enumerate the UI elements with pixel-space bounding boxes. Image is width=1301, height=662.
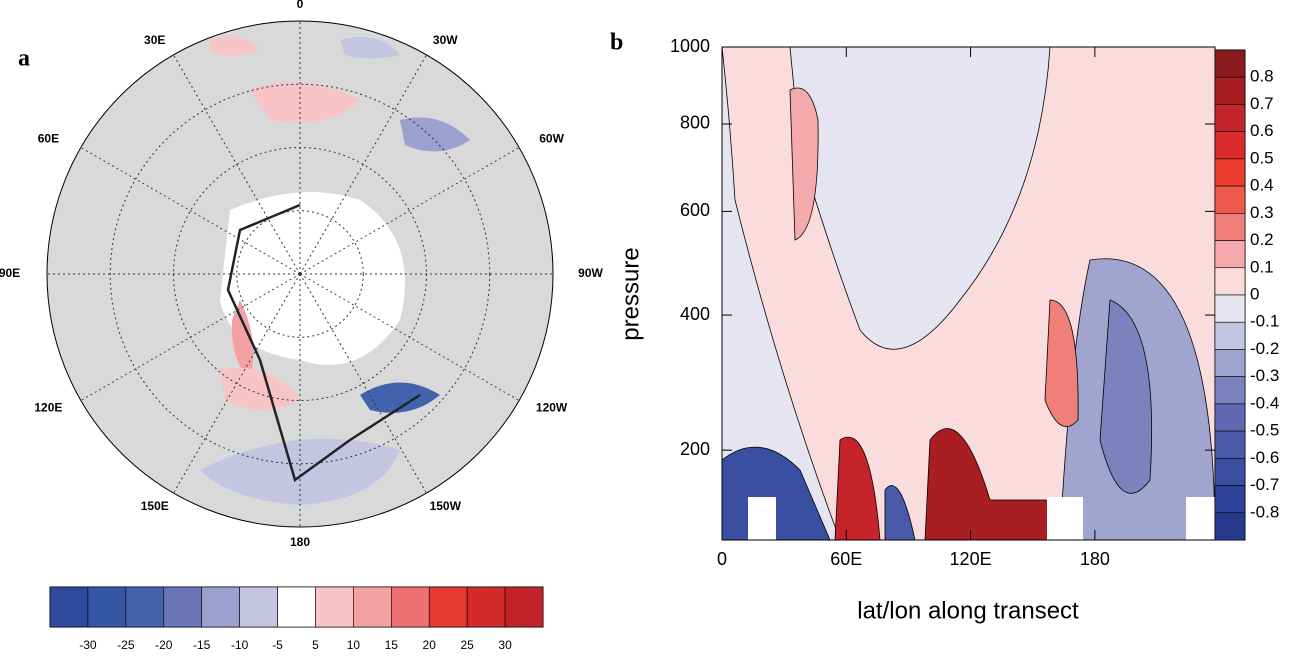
colorbar-tick-label: -0.1	[1250, 312, 1279, 331]
colorbar-swatch	[1214, 240, 1246, 269]
colorbar-tick-label: 5	[312, 638, 319, 652]
meridian	[299, 54, 427, 275]
colorbar-tick-label: -0.5	[1250, 421, 1279, 440]
colorbar-swatch	[163, 586, 202, 628]
meridian	[80, 273, 301, 401]
latitude-circle	[109, 83, 491, 465]
colorbar-tick-label: -0.8	[1250, 502, 1279, 521]
colorbar-swatch	[1214, 76, 1246, 105]
colorbar-tick-label: -10	[231, 638, 249, 652]
longitude-label: 120W	[536, 401, 568, 415]
colorbar-tick-label: 0.5	[1250, 148, 1274, 167]
colorbar-swatch	[49, 586, 89, 628]
colorbar-tick-label: 20	[423, 638, 437, 652]
colorbar-swatch	[1214, 349, 1246, 377]
colorbar-tick-label: -15	[193, 638, 211, 652]
meridian	[299, 147, 520, 275]
y-tick-label: 600	[680, 200, 710, 220]
colorbar-tick-label: -20	[155, 638, 173, 652]
colorbar-swatch	[277, 586, 316, 628]
y-tick-label: 1000	[670, 36, 710, 56]
colorbar-tick-label: 30	[498, 638, 512, 652]
colorbar-swatch	[1214, 294, 1246, 323]
y-tick-label: 200	[680, 439, 710, 459]
colorbar-tick-label: -0.7	[1250, 475, 1279, 494]
longitude-label: 0	[297, 0, 304, 11]
colorbar-swatch	[1214, 512, 1246, 541]
colorbar-swatch	[1214, 185, 1246, 214]
x-tick-label: 0	[717, 549, 727, 569]
colorbar-swatch	[1214, 158, 1246, 187]
colorbar-swatch	[1214, 321, 1246, 350]
colorbar-tick-label: -0.2	[1250, 339, 1279, 358]
colorbar-tick-label: 0.1	[1250, 257, 1274, 276]
colorbar-tick-label: -5	[272, 638, 283, 652]
colorbar-tick-label: 10	[347, 638, 361, 652]
longitude-label: 150E	[141, 499, 169, 513]
colorbar-swatch	[201, 586, 240, 628]
colorbar-swatch	[125, 586, 165, 628]
colorbar-swatch	[1214, 485, 1246, 514]
colorbar-swatch	[428, 586, 468, 628]
colorbar-tick-label: 0.2	[1250, 230, 1274, 249]
panel-label: b	[610, 30, 623, 56]
x-tick-label: 180	[1080, 549, 1110, 569]
colorbar-swatch	[1214, 403, 1246, 432]
longitude-label: 30W	[433, 33, 458, 47]
panel-label: a	[18, 46, 30, 72]
colorbar-tick-label: -0.6	[1250, 448, 1279, 467]
graticule	[47, 21, 553, 527]
colorbar-tick-label: 0.3	[1250, 203, 1274, 222]
y-axis-label: pressure	[617, 247, 644, 340]
longitude-label: 120E	[34, 401, 62, 415]
colorbar-tick-label: 0.7	[1250, 94, 1274, 113]
colorbar-swatch	[466, 586, 506, 628]
colorbar-swatch	[1214, 458, 1246, 486]
colorbar-tick-label: 0.8	[1250, 67, 1274, 86]
colorbar-tick-label: 0	[1250, 284, 1259, 303]
colorbar-tick-label: -30	[79, 638, 97, 652]
colorbar-tick-label: 0.4	[1250, 176, 1274, 195]
colorbar-swatch	[1214, 131, 1246, 160]
longitude-label: 90W	[578, 266, 603, 280]
x-tick-label: 60E	[830, 549, 862, 569]
meridian	[80, 147, 301, 275]
longitude-label: 150W	[430, 499, 462, 513]
colorbar-swatch	[1214, 376, 1246, 405]
colorbar-tick-label: -25	[117, 638, 135, 652]
colorbar-swatch	[391, 586, 430, 628]
map-border	[46, 20, 554, 528]
colorbar-tick-label: 25	[460, 638, 474, 652]
colorbar-swatch	[1214, 49, 1246, 78]
colorbar-tick-label: 15	[385, 638, 399, 652]
colorbar-tick-label: 0.6	[1250, 121, 1274, 140]
longitude-label: 30E	[144, 33, 165, 47]
longitude-label: 90E	[0, 266, 20, 280]
colorbar-swatch	[1214, 104, 1246, 132]
colorbar-tick-label: -0.3	[1250, 366, 1279, 385]
meridian	[299, 273, 427, 494]
colorbar-swatch	[353, 586, 392, 628]
meridian	[173, 273, 301, 494]
latitude-circle	[236, 210, 364, 338]
colorbar-swatch	[239, 586, 278, 628]
longitude-label: 60E	[38, 132, 59, 146]
longitude-label: 60W	[539, 132, 564, 146]
y-tick-label: 400	[680, 304, 710, 324]
colorbar-swatch	[504, 586, 544, 628]
colorbar-swatch	[87, 586, 127, 628]
meridian	[299, 273, 520, 401]
colorbar-swatch	[1214, 267, 1246, 296]
meridian	[173, 54, 301, 275]
y-tick-label: 800	[680, 113, 710, 133]
colorbar-tick-label: -0.4	[1250, 393, 1279, 412]
x-axis-label: lat/lon along transect	[857, 597, 1079, 624]
contour-field	[722, 47, 1215, 540]
colorbar-swatch	[315, 586, 354, 628]
colorbar-swatch	[1214, 430, 1246, 459]
colorbar-swatch	[1214, 213, 1246, 241]
longitude-label: 180	[290, 535, 310, 549]
x-tick-label: 120E	[950, 549, 992, 569]
